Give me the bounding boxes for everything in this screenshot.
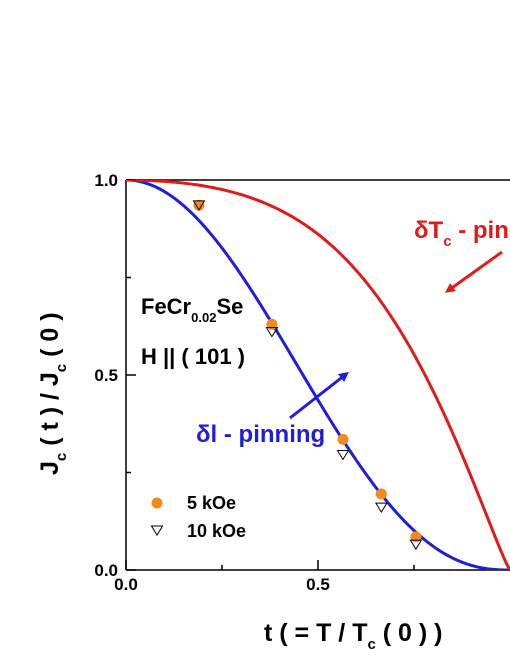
point-5koe — [266, 318, 278, 330]
tick-labels: 0.0 0.5 0.0 0.5 1.0 — [94, 171, 329, 594]
y-title-p2: ( t ) / J — [36, 372, 64, 453]
legend-marker-10koe — [150, 525, 164, 536]
x-title-sub: c — [367, 636, 375, 653]
dl-pinning-curve — [126, 180, 510, 570]
x-title-pre: t ( = T / T — [264, 619, 367, 647]
point-5koe — [410, 531, 422, 543]
point-5koe — [375, 488, 387, 500]
y-axis-title: Jc ( t ) / Jc ( 0 ) — [36, 312, 70, 475]
x-axis-title: t ( = T / Tc ( 0 ) ) — [264, 619, 442, 653]
dtc-arrow — [444, 250, 503, 293]
sample-compound: FeCr0.02Se — [141, 294, 243, 325]
compound-sub: 0.02 — [191, 310, 216, 325]
x-title-post: ( 0 ) ) — [376, 619, 443, 647]
point-5koe — [193, 199, 205, 211]
legend: 5 kOe 10 kOe — [150, 493, 246, 541]
y-title-p3: ( 0 ) — [36, 312, 64, 363]
y-title-s2: c — [53, 364, 70, 372]
field-orientation: H || ( 101 ) — [141, 344, 245, 369]
point-10koe — [265, 327, 279, 338]
point-10koe — [336, 449, 350, 461]
legend-marker-5koe — [151, 497, 163, 509]
y-tick-label: 1.0 — [94, 171, 118, 190]
y-tick-label: 0.0 — [94, 561, 118, 580]
axis-ticks — [125, 179, 415, 571]
point-10koe — [192, 200, 206, 211]
x-tick-label: 0.0 — [114, 575, 138, 594]
y-title-s1: c — [53, 453, 70, 461]
dl-arrow — [289, 371, 349, 420]
point-5koe — [337, 433, 349, 445]
compound-pre: FeCr — [141, 294, 192, 319]
data-points — [192, 199, 423, 551]
dtc-label-sub: c — [443, 233, 451, 250]
dtc-curve-label: δTc - pinning — [414, 217, 510, 250]
y-tick-label: 0.5 — [94, 366, 118, 385]
x-tick-label: 0.5 — [306, 575, 330, 594]
y-title-p1: J — [36, 461, 64, 475]
legend-label-10koe: 10 kOe — [187, 521, 246, 541]
point-10koe — [409, 539, 423, 551]
dl-curve-label: δl - pinning — [196, 421, 325, 448]
dtc-label-main: δT — [414, 217, 444, 244]
dtc-label-post: - pinning — [452, 217, 510, 244]
dtc-pinning-curve — [126, 180, 510, 570]
model-curves — [126, 180, 510, 570]
legend-label-5koe: 5 kOe — [187, 493, 236, 513]
point-10koe — [374, 502, 388, 514]
compound-post: Se — [216, 294, 243, 319]
